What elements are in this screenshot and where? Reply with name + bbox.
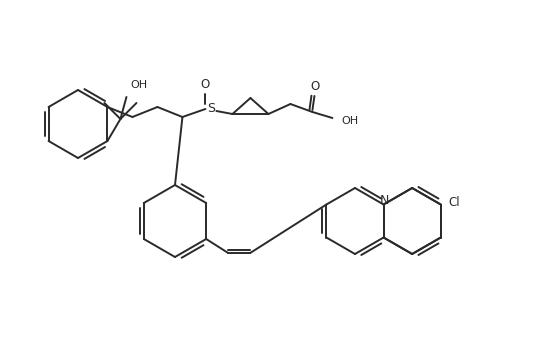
Text: OH: OH bbox=[131, 80, 148, 90]
Text: Cl: Cl bbox=[449, 196, 461, 209]
Text: O: O bbox=[201, 78, 210, 91]
Text: OH: OH bbox=[342, 116, 359, 126]
Text: N: N bbox=[380, 194, 389, 207]
Text: S: S bbox=[207, 102, 215, 116]
Text: O: O bbox=[311, 80, 320, 94]
